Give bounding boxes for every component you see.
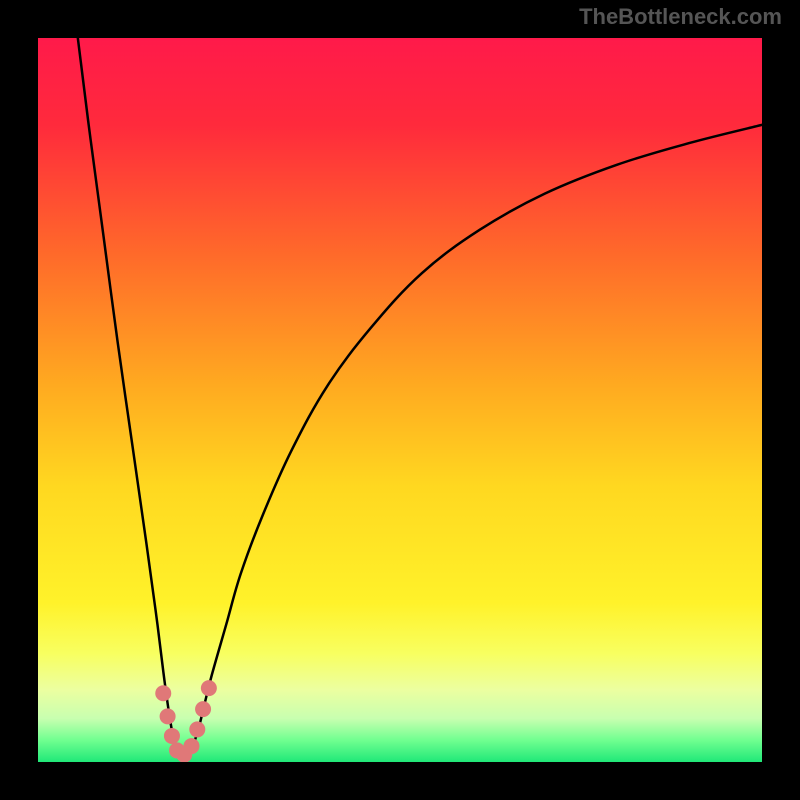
curve-marker xyxy=(160,708,176,724)
curve-marker xyxy=(201,680,217,696)
curve-markers xyxy=(38,38,762,762)
curve-marker xyxy=(155,685,171,701)
curve-marker xyxy=(183,738,199,754)
curve-marker xyxy=(195,701,211,717)
chart-plot-area xyxy=(38,38,762,762)
curve-marker xyxy=(189,721,205,737)
watermark-text: TheBottleneck.com xyxy=(579,4,782,30)
curve-marker xyxy=(164,728,180,744)
